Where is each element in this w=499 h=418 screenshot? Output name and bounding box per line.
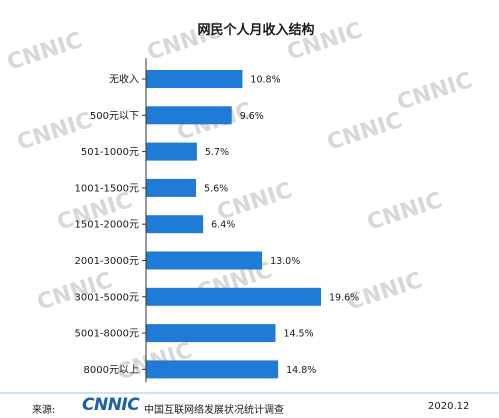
watermark-text: CNNIC <box>394 68 475 116</box>
bar <box>146 287 321 306</box>
category-label: 2001-3000元 <box>74 256 139 267</box>
value-label: 14.8% <box>286 365 316 376</box>
category-label: 1501-2000元 <box>74 220 139 231</box>
cnnic-logo: CNNIC <box>82 395 140 415</box>
bar <box>146 106 232 125</box>
bar <box>146 360 279 379</box>
watermark-text: CNNIC <box>324 108 405 156</box>
value-label: 13.0% <box>270 256 300 267</box>
value-label: 14.5% <box>283 329 313 340</box>
value-label: 19.6% <box>329 292 359 303</box>
source-org: 中国互联网络发展状况统计调查 <box>144 405 284 416</box>
category-label: 5001-8000元 <box>74 329 139 340</box>
source-date: 2020.12 <box>428 401 470 412</box>
category-label: 3001-5000元 <box>74 292 139 303</box>
value-label: 6.4% <box>211 220 235 231</box>
bar <box>146 215 204 234</box>
watermark-text: CNNIC <box>364 188 445 236</box>
category-label: 无收入 <box>109 73 139 86</box>
category-label: 501-1000元 <box>81 147 139 158</box>
chart-title: 网民个人月收入结构 <box>197 22 314 38</box>
bar <box>146 142 197 161</box>
footer: 来源: CNNIC 中国互联网络发展状况统计调查 2020.12 <box>0 392 499 418</box>
value-label: 5.7% <box>205 147 229 158</box>
watermark-text: CNNIC <box>4 28 85 76</box>
category-label: 500元以下 <box>90 111 139 122</box>
bar <box>146 251 263 270</box>
category-label: 8000元以上 <box>84 364 139 376</box>
value-label: 5.6% <box>204 183 228 194</box>
category-label: 1001-1500元 <box>74 183 139 194</box>
bar <box>146 178 196 197</box>
bar <box>146 70 243 88</box>
value-label: 10.8% <box>250 75 280 86</box>
bar <box>146 324 276 343</box>
source-label: 来源: <box>32 405 56 416</box>
value-label: 9.6% <box>240 111 264 122</box>
